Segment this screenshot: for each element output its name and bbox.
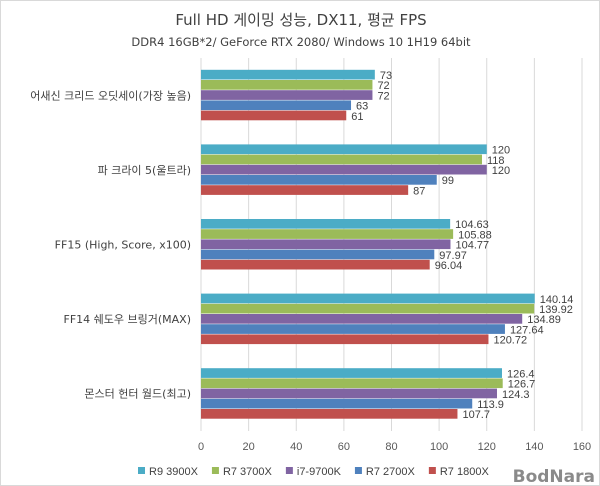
data-label: 96.04 xyxy=(435,260,463,272)
bar xyxy=(201,229,454,239)
x-tick-label: 40 xyxy=(290,441,302,453)
legend-label: R7 2700X xyxy=(366,466,416,478)
bar xyxy=(201,324,505,334)
bar xyxy=(201,69,375,80)
data-label: 126.7 xyxy=(508,379,536,391)
legend-label: R7 1800X xyxy=(440,466,490,478)
data-label: 140.14 xyxy=(540,294,574,306)
x-tick-label: 140 xyxy=(525,441,543,453)
data-label: 72 xyxy=(377,90,389,102)
data-label: 118 xyxy=(487,155,505,167)
legend-swatch xyxy=(428,467,436,474)
data-label: 134.89 xyxy=(527,314,561,326)
legend-swatch xyxy=(285,467,293,474)
data-label: 73 xyxy=(380,70,392,82)
bar xyxy=(201,100,352,111)
bar xyxy=(201,334,489,345)
data-label: 124.3 xyxy=(502,389,530,401)
bar xyxy=(201,164,487,175)
category-label: 파 크라이 5(울트라) xyxy=(98,164,191,177)
bar xyxy=(201,249,435,260)
category-label: 몬스터 헌터 월드(최고) xyxy=(84,388,191,401)
x-tick-label: 0 xyxy=(198,441,204,453)
bar xyxy=(201,80,373,90)
bar xyxy=(201,314,523,324)
data-label: 97.97 xyxy=(439,250,467,262)
x-tick-label: 100 xyxy=(430,441,448,453)
bodnara-watermark-logo: BodNara xyxy=(513,467,595,486)
legend-swatch xyxy=(138,467,145,474)
bar xyxy=(201,378,503,389)
legend-swatch xyxy=(211,467,219,474)
data-label: 104.63 xyxy=(455,219,489,231)
data-label: 105.88 xyxy=(458,229,492,241)
data-label: 61 xyxy=(351,111,363,123)
legend-label: R7 3700X xyxy=(223,466,273,478)
x-tick-label: 120 xyxy=(478,441,496,453)
category-label: FF15 (High, Score, x100) xyxy=(55,239,191,252)
bar xyxy=(201,303,535,314)
bar xyxy=(201,185,409,195)
bar xyxy=(201,293,535,304)
bar xyxy=(201,409,458,419)
x-tick-label: 160 xyxy=(573,441,591,453)
data-label: 120 xyxy=(492,145,510,157)
bar xyxy=(201,175,437,185)
chart-title: Full HD 게이밍 성능, DX11, 평균 FPS xyxy=(175,11,426,29)
data-label: 63 xyxy=(356,101,368,113)
bar xyxy=(201,144,487,155)
data-label: 126.4 xyxy=(507,368,535,380)
data-label: 120 xyxy=(492,165,510,177)
category-label: 어새신 크리드 오딧세이(가장 높음) xyxy=(30,89,191,102)
chart-subtitle: DDR4 16GB*2/ GeForce RTX 2080/ Windows 1… xyxy=(131,35,471,49)
data-label: 72 xyxy=(377,80,389,92)
bar xyxy=(201,219,451,229)
bar xyxy=(201,90,373,100)
data-label: 120.72 xyxy=(493,335,527,347)
legend-label: i7-9700K xyxy=(297,466,342,478)
legend-swatch xyxy=(354,467,362,474)
data-label: 99 xyxy=(442,175,454,187)
x-tick-label: 20 xyxy=(243,441,255,453)
x-tick-label: 80 xyxy=(385,441,397,453)
data-label: 139.92 xyxy=(539,304,573,316)
legend-label: R9 3900X xyxy=(149,466,199,478)
bar xyxy=(201,110,347,121)
bar xyxy=(201,388,497,399)
bar xyxy=(201,398,473,409)
bar xyxy=(201,239,451,250)
x-tick-label: 60 xyxy=(338,441,350,453)
bar xyxy=(201,368,502,378)
data-label: 113.9 xyxy=(477,399,504,411)
data-label: 127.64 xyxy=(510,324,544,336)
data-label: 104.77 xyxy=(455,240,489,252)
category-label: FF14 쉐도우 브링거(MAX) xyxy=(64,313,192,326)
bar xyxy=(201,259,430,270)
data-label: 107.7 xyxy=(462,409,490,421)
data-label: 87 xyxy=(413,185,425,197)
bar xyxy=(201,154,482,165)
